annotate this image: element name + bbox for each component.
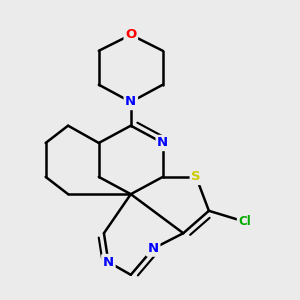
Text: O: O [125,28,136,41]
Text: S: S [191,170,201,183]
Text: N: N [103,256,114,268]
Text: N: N [157,136,168,149]
Text: N: N [125,95,136,109]
Text: N: N [148,242,159,255]
Text: Cl: Cl [238,215,251,228]
